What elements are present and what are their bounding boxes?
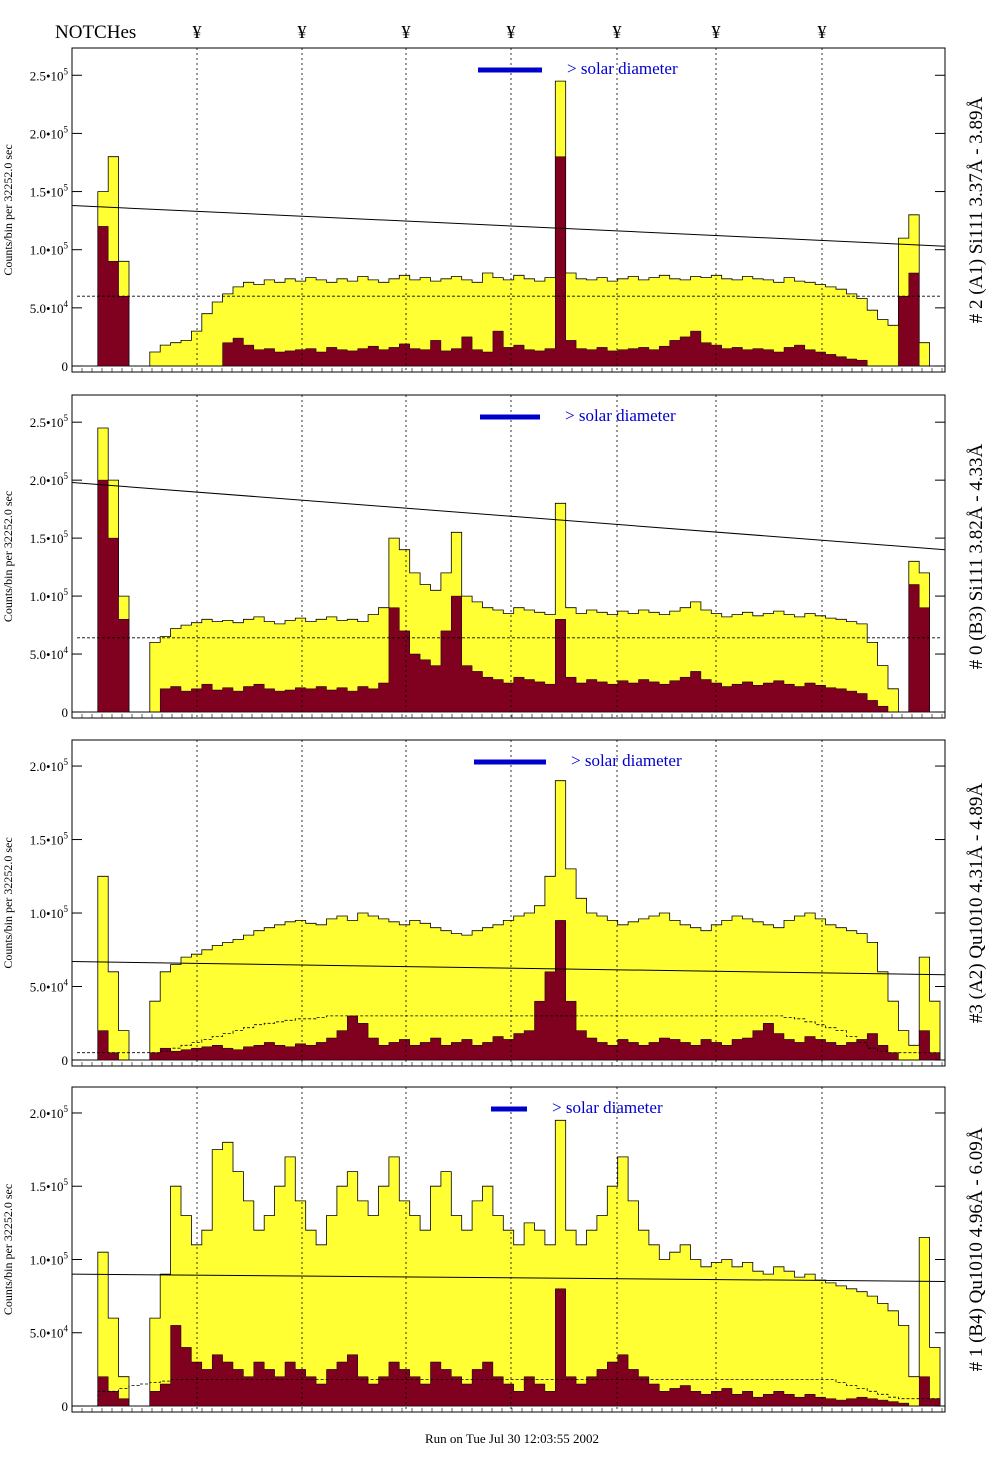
panel-label: # 2 (A1) Si111 3.37Å - 3.89Å xyxy=(966,96,987,323)
panel-frame xyxy=(71,1086,946,1413)
panel-frame xyxy=(71,394,946,719)
y-tick-label: 1.0•105 xyxy=(30,241,69,258)
panel-label: #3 (A2) Qu1010 4.31Å - 4.89Å xyxy=(966,783,987,1023)
series-subset-area xyxy=(77,156,940,367)
fit-line xyxy=(71,205,946,247)
notch-marker: ¥ xyxy=(712,22,721,42)
fit-line xyxy=(71,1273,946,1282)
chart-panel: 0 5.0•104 1.0•105 1.5•105 2.0•105 Counts/bin … xyxy=(1,1086,987,1414)
solar-diameter-label: > solar diameter xyxy=(565,406,676,425)
y-tick-label: 5.0•104 xyxy=(30,299,69,316)
notch-title: NOTCHes xyxy=(55,22,136,43)
panel-frame xyxy=(71,47,946,373)
notch-marker: ¥ xyxy=(193,22,202,42)
y-tick-label: 1.0•105 xyxy=(30,587,69,604)
series-subset-area xyxy=(77,479,940,713)
y-tick-label: 1.5•105 xyxy=(30,831,69,848)
y-axis-label: Counts/bin per 32252.0 sec xyxy=(1,837,15,968)
y-tick-label: 2.5•105 xyxy=(30,413,69,430)
panel-frame xyxy=(71,739,946,1067)
y-tick-label: 1.0•105 xyxy=(30,1250,69,1267)
panel-label: # 0 (B3) Si111 3.82Å - 4.33Å xyxy=(966,443,987,669)
y-axis-label: Counts/bin per 32252.0 sec xyxy=(1,1184,15,1315)
notch-marker: ¥ xyxy=(818,22,827,42)
series-total-area xyxy=(77,1119,941,1407)
y-tick-label: 1.5•105 xyxy=(30,529,69,546)
series-reference-line xyxy=(77,1015,940,1054)
notch-marker: ¥ xyxy=(613,22,622,42)
series-total-area xyxy=(77,427,940,713)
y-tick-label: 0 xyxy=(62,359,69,374)
y-tick-label: 0 xyxy=(62,1399,69,1414)
notch-marker: ¥ xyxy=(298,22,307,42)
series-subset-area xyxy=(77,920,941,1061)
notch-markers: ¥ ¥ ¥ ¥ ¥ ¥ ¥ xyxy=(193,22,827,42)
y-tick-label: 5.0•104 xyxy=(30,645,69,662)
y-tick-label: 2.0•105 xyxy=(30,471,69,488)
notch-marker: ¥ xyxy=(507,22,516,42)
fit-line xyxy=(71,481,946,551)
y-tick-label: 0 xyxy=(62,705,69,720)
run-info: Run on Tue Jul 30 12:03:55 2002 xyxy=(425,1431,599,1446)
solar-diameter-label: > solar diameter xyxy=(567,59,678,78)
chart-panel: 0 5.0•104 1.0•105 1.5•105 2.0•105 2.5•105 Coun… xyxy=(1,394,987,720)
series-reference-line xyxy=(77,1379,940,1407)
y-tick-label: 1.0•105 xyxy=(30,904,69,921)
chart-panel: 0 5.0•104 1.0•105 1.5•105 2.0•105 2.5•105 Coun… xyxy=(1,47,987,374)
solar-diameter-label: > solar diameter xyxy=(571,751,682,770)
y-tick-label: 1.5•105 xyxy=(30,183,69,200)
solar-diameter-label: > solar diameter xyxy=(552,1098,663,1117)
y-tick-label: 5.0•104 xyxy=(30,978,69,995)
y-tick-label: 1.5•105 xyxy=(30,1177,69,1194)
series-subset-area xyxy=(77,1288,941,1407)
y-axis-label: Counts/bin per 32252.0 sec xyxy=(1,144,15,275)
y-tick-label: 2.0•105 xyxy=(30,124,69,141)
series-total-area xyxy=(77,780,941,1061)
chart-panel: 0 5.0•104 1.0•105 1.5•105 2.0•105 Counts/bin … xyxy=(1,739,987,1068)
y-axis-label: Counts/bin per 32252.0 sec xyxy=(1,491,15,622)
y-tick-label: 0 xyxy=(62,1053,69,1068)
notch-marker: ¥ xyxy=(402,22,411,42)
fit-line xyxy=(71,961,946,976)
series-total-area xyxy=(77,80,940,367)
y-tick-label: 5.0•104 xyxy=(30,1324,69,1341)
panel-label: # 1 (B4) Qu1010 4.96Å - 6.09Å xyxy=(966,1127,987,1371)
y-tick-label: 2.0•105 xyxy=(30,1104,69,1121)
y-tick-label: 2.0•105 xyxy=(30,757,69,774)
y-tick-label: 2.5•105 xyxy=(30,66,69,83)
panels-group: 0 5.0•104 1.0•105 1.5•105 2.0•105 2.5•105 Coun… xyxy=(1,47,987,1414)
